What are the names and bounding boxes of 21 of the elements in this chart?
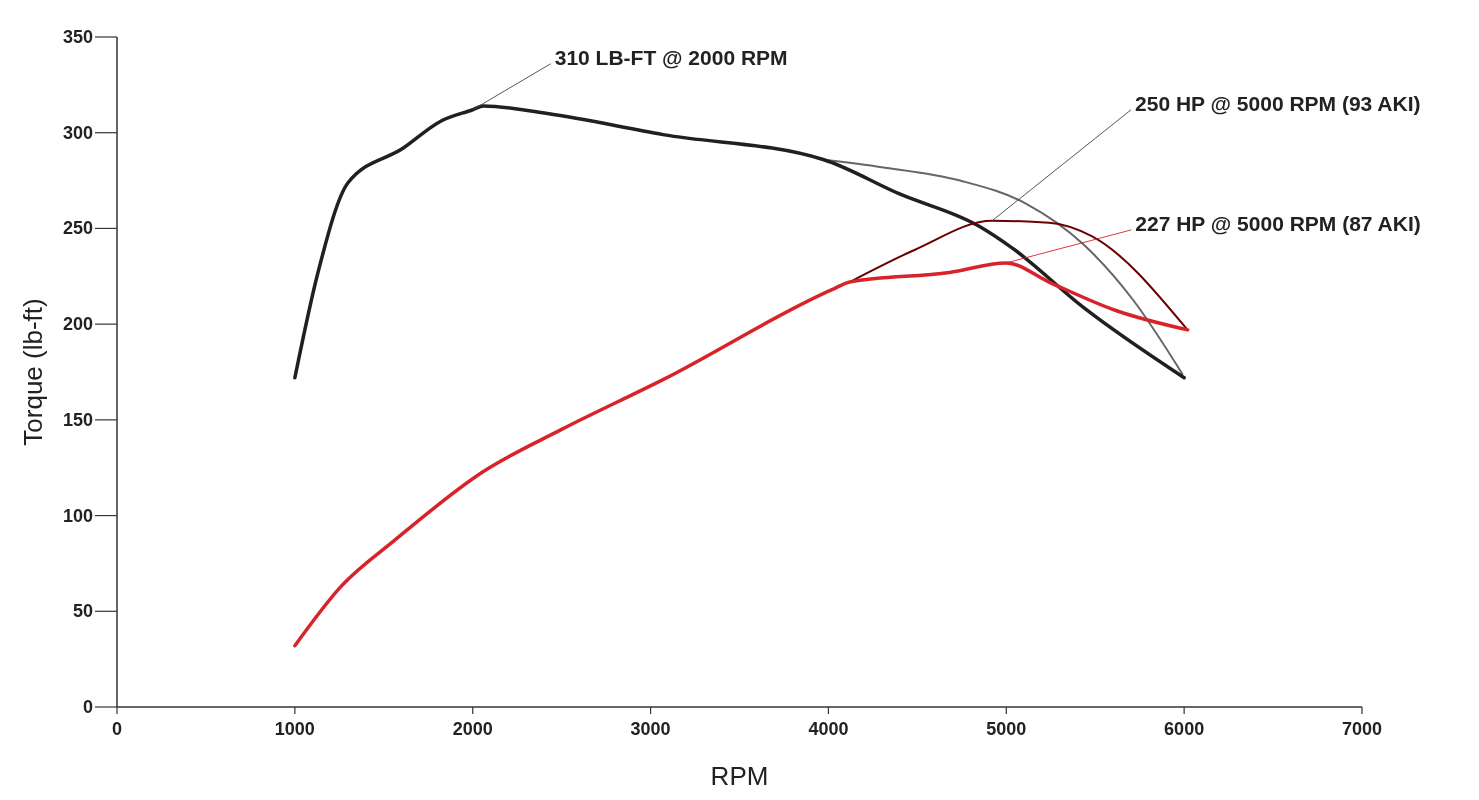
y-tick-label: 0: [82, 697, 93, 717]
y-tick-label: 200: [62, 314, 93, 335]
annotation: 250 HP @ 5000 RPM (93 AKI): [1135, 91, 1421, 115]
y-tick-label: 250: [62, 218, 93, 239]
x-tick-label: 4000: [808, 719, 849, 739]
x-axis-title: RPM: [710, 761, 769, 791]
x-tick-label: 7000: [1341, 719, 1383, 739]
y-tick-label: 350: [62, 27, 93, 47]
x-tick-label: 2000: [452, 719, 493, 739]
x-tick-label: 1000: [274, 719, 315, 739]
x-tick-label: 5000: [986, 719, 1027, 739]
x-tick-label: 6000: [1164, 719, 1205, 739]
x-tick-label: 3000: [630, 719, 671, 739]
y-tick-label: 150: [62, 409, 93, 430]
y-axis-title: Torque (lb-ft): [18, 298, 48, 446]
annotation: 310 LB-FT @ 2000 RPM: [554, 45, 788, 69]
x-tick-label: 0: [111, 719, 123, 739]
annotation: 227 HP @ 5000 RPM (87 AKI): [1135, 211, 1421, 235]
y-tick-label: 50: [72, 601, 93, 622]
y-tick-label: 300: [62, 122, 93, 143]
y-tick-label: 100: [62, 505, 93, 526]
